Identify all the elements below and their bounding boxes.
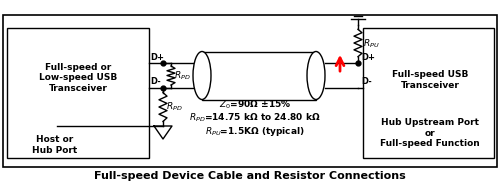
Text: D+: D+ [361,53,375,61]
Text: D-: D- [150,77,161,87]
Text: D+: D+ [150,53,164,61]
Text: D-: D- [361,77,372,87]
Bar [363,28,494,158]
Text: $R_{PU}$: $R_{PU}$ [363,38,380,50]
Ellipse shape [193,51,211,100]
Ellipse shape [307,51,325,100]
Text: Full-speed or
Low-speed USB
Transceiver: Full-speed or Low-speed USB Transceiver [39,63,117,93]
Text: Hub Upstream Port
or
Full-speed Function: Hub Upstream Port or Full-speed Function [380,118,480,148]
Text: $R_{PD}$: $R_{PD}$ [166,101,182,113]
Bar [3,15,497,167]
Bar [202,51,316,100]
Text: $Z_0$=90Ω ±15%: $Z_0$=90Ω ±15% [219,99,291,111]
Text: $R_{PD}$: $R_{PD}$ [174,69,190,82]
Text: Full-speed Device Cable and Resistor Connections: Full-speed Device Cable and Resistor Con… [94,171,406,181]
Text: $R_{PU}$=1.5KΩ (typical): $R_{PU}$=1.5KΩ (typical) [205,124,305,137]
Text: Full-speed USB
Transceiver: Full-speed USB Transceiver [392,70,468,90]
Bar [7,28,149,158]
Text: Host or
Hub Port: Host or Hub Port [32,135,78,155]
Text: $R_{PD}$=14.75 kΩ to 24.80 kΩ: $R_{PD}$=14.75 kΩ to 24.80 kΩ [189,112,321,124]
